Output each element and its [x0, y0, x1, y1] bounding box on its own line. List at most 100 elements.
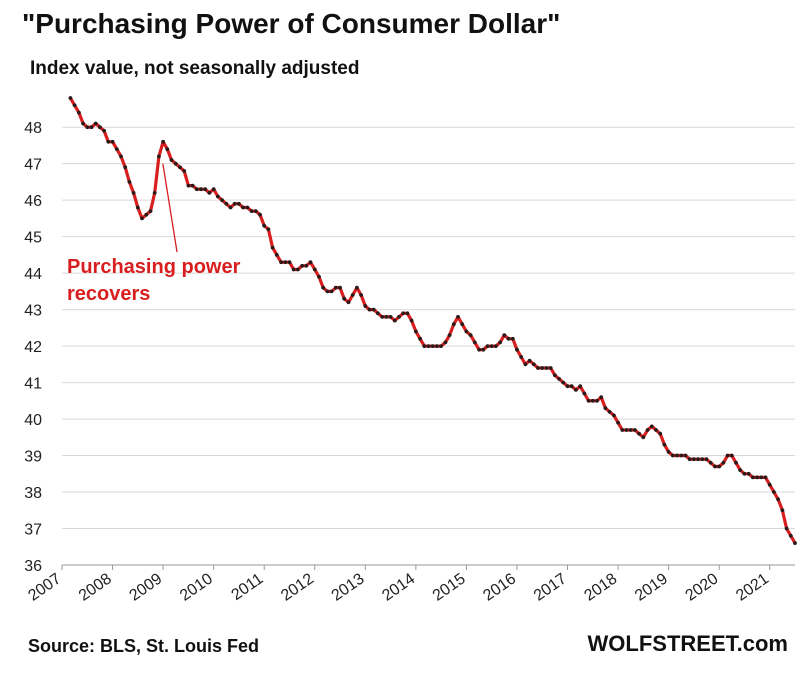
x-axis	[61, 564, 795, 570]
data-point-2014-10	[451, 322, 456, 327]
data-point-2019-01	[666, 450, 671, 454]
data-point-2014-05	[430, 344, 435, 348]
data-point-2010-06	[232, 201, 237, 206]
x-tick-label-2014: 2014	[379, 570, 418, 604]
data-point-2015-11	[506, 336, 511, 341]
data-point-2016-12	[561, 380, 566, 385]
data-point-2009-02	[165, 147, 170, 152]
data-point-2011-04	[274, 253, 279, 257]
data-point-2015-05	[481, 347, 486, 352]
y-tick-label-39: 39	[24, 449, 42, 466]
data-point-2012-01	[312, 267, 317, 272]
data-point-2018-04	[628, 428, 633, 432]
data-point-2012-07	[338, 285, 342, 290]
data-point-2015-07	[489, 344, 494, 348]
y-tick-label-48: 48	[24, 120, 42, 137]
data-point-2020-01	[717, 464, 722, 469]
data-point-2018-07	[641, 435, 646, 440]
data-point-2016-07	[540, 366, 545, 370]
data-point-2016-04	[527, 358, 532, 363]
data-point-2021-06	[788, 533, 793, 538]
data-point-2009-05	[178, 165, 182, 170]
data-point-2018-02	[620, 428, 625, 432]
data-point-2008-07	[135, 205, 140, 210]
data-point-2012-11	[355, 285, 359, 290]
y-tick-label-36: 36	[24, 558, 42, 575]
x-tick-label-2010: 2010	[177, 570, 216, 604]
data-point-2017-06	[586, 398, 591, 403]
x-tick-label-2007: 2007	[25, 570, 64, 604]
data-point-2017-12	[612, 413, 616, 418]
data-point-2018-11	[658, 431, 663, 436]
x-tick-label-2019: 2019	[632, 570, 671, 604]
data-point-2011-07	[287, 260, 292, 265]
data-point-2011-01	[262, 223, 267, 228]
data-point-2008-06	[131, 191, 136, 195]
data-point-2010-09	[245, 205, 250, 210]
data-point-2017-03	[574, 388, 578, 392]
data-point-2009-01	[161, 139, 166, 144]
data-point-2013-08	[392, 318, 397, 323]
data-point-2018-08	[645, 428, 650, 432]
data-point-2011-06	[283, 260, 288, 265]
data-point-2014-08	[443, 340, 448, 345]
data-point-2020-02	[721, 460, 726, 465]
data-point-2007-10	[98, 125, 102, 130]
data-point-2011-02	[266, 227, 271, 232]
data-point-2015-04	[477, 347, 481, 352]
x-tick-label-2021: 2021	[733, 570, 772, 604]
data-point-2020-11	[759, 475, 764, 480]
data-point-2012-02	[317, 274, 321, 279]
data-point-2013-06	[384, 315, 389, 319]
data-point-2007-07	[85, 125, 90, 130]
chart-title: "Purchasing Power of Consumer Dollar"	[22, 8, 561, 39]
x-tick-label-2016: 2016	[480, 570, 519, 604]
data-point-2007-12	[106, 139, 111, 144]
data-point-2009-11	[203, 187, 208, 192]
data-point-2007-11	[102, 128, 106, 133]
data-point-2009-12	[207, 191, 212, 195]
y-tick-label-45: 45	[24, 230, 42, 247]
data-point-2010-08	[241, 205, 246, 210]
data-point-2021-07	[793, 541, 797, 545]
y-tick-label-37: 37	[24, 522, 42, 539]
data-point-2009-08	[190, 183, 195, 188]
x-tick-label-2020: 2020	[683, 570, 722, 604]
data-point-2019-08	[696, 457, 700, 462]
data-point-2016-05	[531, 362, 536, 367]
data-point-2015-10	[502, 333, 507, 337]
data-point-2017-10	[603, 406, 608, 410]
data-point-markers	[68, 96, 797, 545]
series-line-group	[68, 96, 797, 545]
data-point-2017-08	[595, 398, 599, 403]
data-point-2019-05	[683, 453, 688, 458]
data-point-2019-10	[704, 457, 709, 462]
data-point-2016-02	[519, 355, 524, 359]
y-tick-label-41: 41	[24, 376, 42, 393]
data-point-2011-12	[308, 260, 313, 265]
data-point-2016-11	[557, 377, 561, 381]
data-point-2015-09	[498, 340, 502, 345]
data-point-2010-11	[253, 209, 258, 214]
data-point-2020-07	[742, 471, 747, 476]
data-point-2012-09	[346, 300, 351, 305]
data-point-2009-06	[182, 169, 187, 173]
data-point-2012-04	[325, 289, 330, 294]
data-point-2010-03	[220, 198, 225, 203]
data-point-2013-01	[363, 304, 368, 308]
data-point-2011-05	[279, 260, 283, 265]
data-point-2017-01	[565, 384, 570, 389]
data-point-2021-03	[776, 497, 780, 502]
data-point-2008-01	[110, 139, 115, 144]
brand-logo-text: WOLFSTREET.com	[587, 631, 788, 656]
data-point-2008-11	[152, 191, 157, 195]
y-tick-label-42: 42	[24, 339, 42, 356]
x-tick-label-2018: 2018	[581, 570, 620, 604]
data-point-2018-09	[649, 424, 654, 429]
data-point-2019-02	[670, 453, 675, 458]
data-point-2014-02	[418, 336, 422, 341]
data-point-2017-11	[607, 409, 612, 414]
x-tick-label-2013: 2013	[329, 570, 368, 604]
data-point-2012-12	[359, 293, 363, 297]
data-point-2013-03	[371, 307, 376, 312]
